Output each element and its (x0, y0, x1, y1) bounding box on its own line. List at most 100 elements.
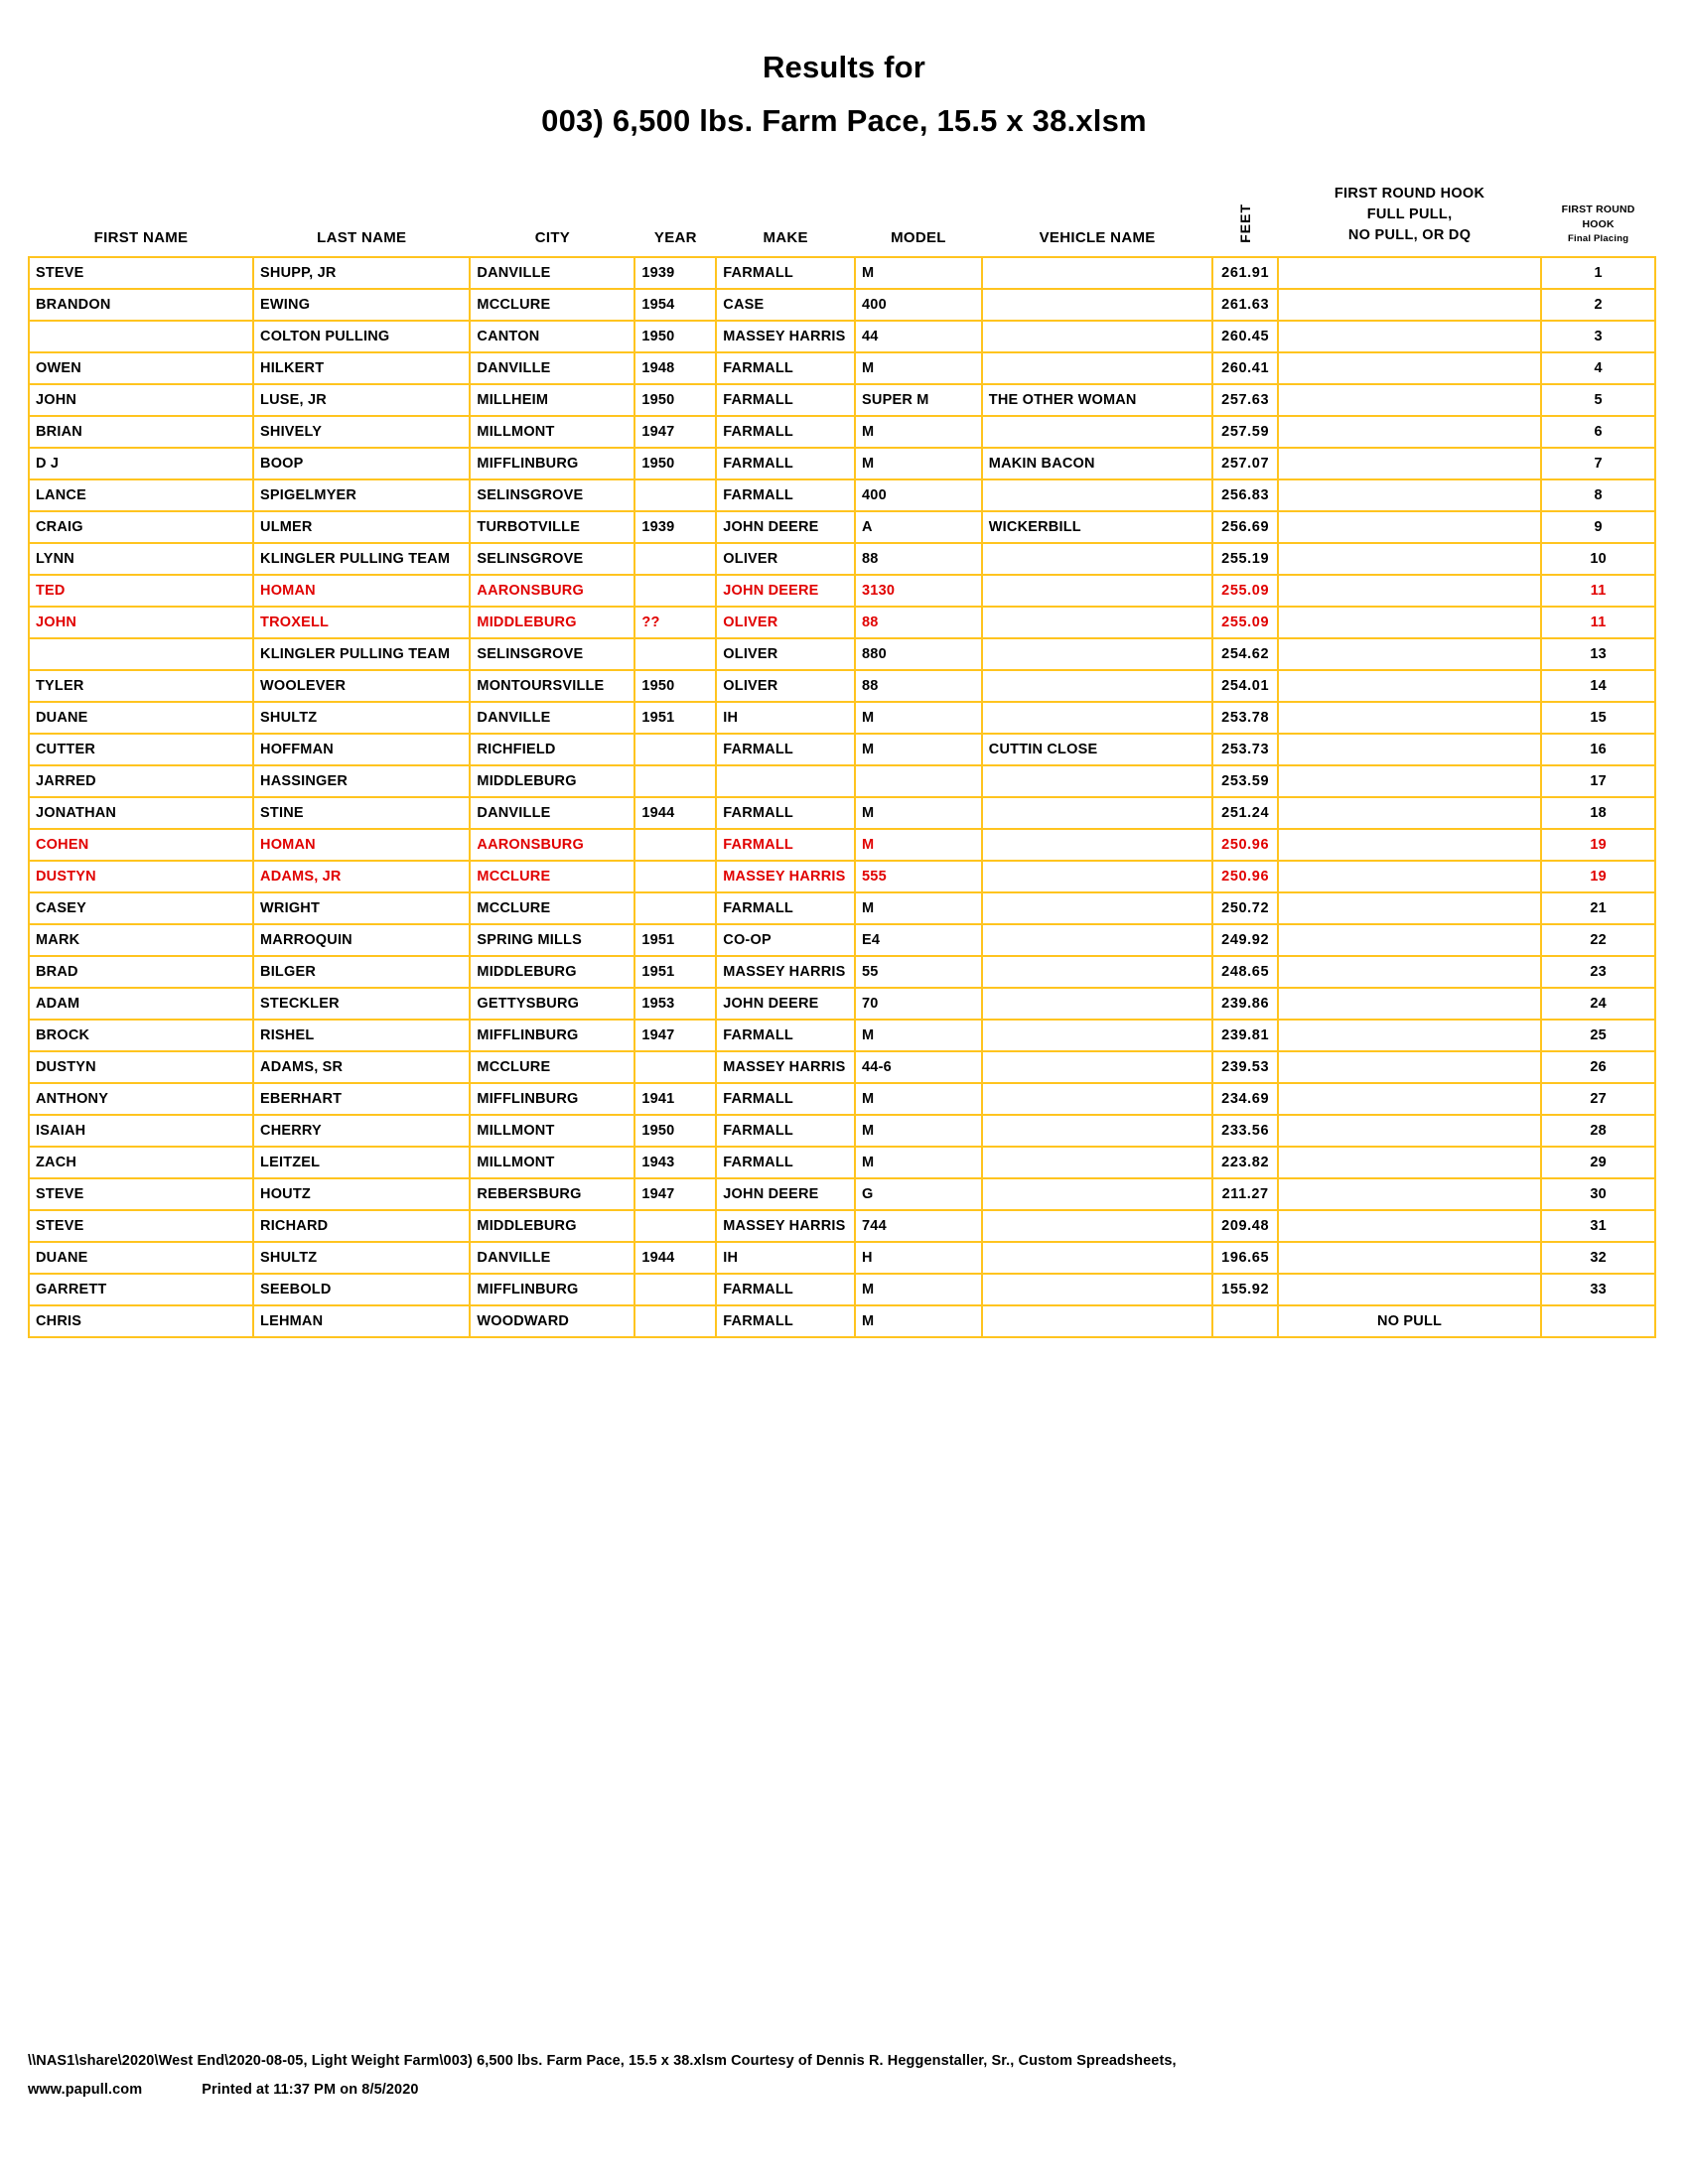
cell-city: DANVILLE (469, 701, 636, 736)
header-feet-label: FEET (1237, 204, 1254, 244)
cell-vehicle-name (980, 828, 1214, 863)
cell-vehicle-name (980, 1209, 1214, 1244)
cell-vehicle-name (980, 351, 1214, 386)
table-row: CUTTER HOFFMAN RICHFIELD FARMALL M CUTTIN CLO… (27, 733, 1656, 767)
cell-final-placing: 5 (1540, 383, 1656, 418)
cell-final-placing: 2 (1540, 288, 1656, 323)
cell-model: M (854, 1273, 983, 1307)
cell-first-name: TYLER (27, 669, 255, 704)
cell-feet: 260.45 (1211, 320, 1279, 354)
cell-vehicle-name (980, 637, 1214, 672)
cell-feet: 233.56 (1211, 1114, 1279, 1149)
cell-feet (1211, 1304, 1279, 1339)
table-row: BRANDON EWING MCCLURE 1954 CASE 400 261.63 2 (27, 288, 1656, 323)
cell-vehicle-name (980, 1019, 1214, 1053)
header-feet: FEET (1212, 184, 1278, 258)
cell-first-round-hook (1276, 955, 1543, 990)
cell-vehicle-name (980, 796, 1214, 831)
cell-city: AARONSBURG (469, 574, 636, 609)
table-row: BROCK RISHEL MIFFLINBURG 1947 FARMALL M 239.81… (27, 1019, 1656, 1053)
header-model: MODEL (855, 184, 982, 258)
cell-first-round-hook: NO PULL (1276, 1304, 1543, 1339)
cell-model: M (854, 256, 983, 291)
cell-vehicle-name (980, 701, 1214, 736)
cell-last-name: RISHEL (252, 1019, 472, 1053)
cell-model (854, 764, 983, 799)
table-row: COLTON PULLING CANTON 1950 MASSEY HARRIS 44 2… (27, 320, 1656, 354)
cell-make: JOHN DEERE (715, 1177, 857, 1212)
cell-first-round-hook (1276, 764, 1543, 799)
cell-final-placing: 32 (1540, 1241, 1656, 1276)
cell-feet: 256.69 (1211, 510, 1279, 545)
cell-vehicle-name (980, 1241, 1214, 1276)
cell-year: 1947 (633, 1019, 718, 1053)
cell-model: 3130 (854, 574, 983, 609)
cell-final-placing: 30 (1540, 1177, 1656, 1212)
cell-first-round-hook (1276, 574, 1543, 609)
cell-make: FARMALL (715, 478, 857, 513)
cell-model: M (854, 1114, 983, 1149)
cell-last-name: STINE (252, 796, 472, 831)
cell-final-placing: 18 (1540, 796, 1656, 831)
cell-first-name: CASEY (27, 891, 255, 926)
cell-vehicle-name (980, 923, 1214, 958)
cell-vehicle-name (980, 1177, 1214, 1212)
cell-make: OLIVER (715, 606, 857, 640)
cell-first-round-hook (1276, 1019, 1543, 1053)
table-row: CASEY WRIGHT MCCLURE FARMALL M 250.72 21 (27, 891, 1656, 926)
header-first-round-hook: FIRST ROUND HOOK FULL PULL, NO PULL, OR … (1277, 184, 1542, 258)
cell-first-name: JONATHAN (27, 796, 255, 831)
cell-last-name: HOFFMAN (252, 733, 472, 767)
cell-model: M (854, 447, 983, 481)
cell-vehicle-name (980, 256, 1214, 291)
cell-first-name: LANCE (27, 478, 255, 513)
header-vehicle-name: VEHICLE NAME (981, 184, 1213, 258)
cell-city: MIFFLINBURG (469, 1273, 636, 1307)
cell-vehicle-name (980, 891, 1214, 926)
cell-feet: 255.09 (1211, 574, 1279, 609)
header-city: CITY (470, 184, 635, 258)
cell-first-round-hook (1276, 1209, 1543, 1244)
page-title: Results for 003) 6,500 lbs. Farm Pace, 1… (0, 0, 1688, 138)
cell-city: MIDDLEBURG (469, 955, 636, 990)
cell-last-name: HOMAN (252, 828, 472, 863)
cell-model: M (854, 1146, 983, 1180)
table-row: DUSTYN ADAMS, SR MCCLURE MASSEY HARRIS 44-6 2… (27, 1050, 1656, 1085)
cell-first-round-hook (1276, 701, 1543, 736)
cell-city: MILLHEIM (469, 383, 636, 418)
cell-model: 44-6 (854, 1050, 983, 1085)
cell-feet: 211.27 (1211, 1177, 1279, 1212)
cell-vehicle-name: CUTTIN CLOSE (980, 733, 1214, 767)
cell-final-placing: 10 (1540, 542, 1656, 577)
table-row: GARRETT SEEBOLD MIFFLINBURG FARMALL M 155.92 3… (27, 1273, 1656, 1307)
cell-make: FARMALL (715, 1304, 857, 1339)
cell-vehicle-name: WICKERBILL (980, 510, 1214, 545)
cell-first-round-hook (1276, 669, 1543, 704)
cell-feet: 261.63 (1211, 288, 1279, 323)
header-hook-line-1: FIRST ROUND HOOK (1334, 186, 1485, 202)
footer-path-line: \\NAS1\share\2020\West End\2020-08-05, L… (28, 2053, 1177, 2069)
cell-last-name: SPIGELMYER (252, 478, 472, 513)
cell-year: 1948 (633, 351, 718, 386)
cell-make: JOHN DEERE (715, 987, 857, 1022)
cell-model: M (854, 1082, 983, 1117)
cell-city: SELINSGROVE (469, 478, 636, 513)
cell-last-name: WOOLEVER (252, 669, 472, 704)
cell-last-name: TROXELL (252, 606, 472, 640)
cell-final-placing: 15 (1540, 701, 1656, 736)
table-body: STEVE SHUPP, JR DANVILLE 1939 FARMALL M 261.91… (27, 256, 1656, 1339)
footer-website-link[interactable]: www.papull.com (28, 2082, 143, 2098)
table-row: JOHN LUSE, JR MILLHEIM 1950 FARMALL SUPER M TH… (27, 383, 1656, 418)
cell-first-name: DUANE (27, 1241, 255, 1276)
cell-first-round-hook (1276, 987, 1543, 1022)
header-make: MAKE (716, 184, 856, 258)
cell-feet: 254.62 (1211, 637, 1279, 672)
cell-year: 1947 (633, 415, 718, 450)
table-row: STEVE RICHARD MIDDLEBURG MASSEY HARRIS 744 20… (27, 1209, 1656, 1244)
cell-final-placing: 33 (1540, 1273, 1656, 1307)
cell-make (715, 764, 857, 799)
cell-first-round-hook (1276, 923, 1543, 958)
cell-last-name: HOMAN (252, 574, 472, 609)
cell-last-name: SHULTZ (252, 701, 472, 736)
cell-model: 400 (854, 288, 983, 323)
